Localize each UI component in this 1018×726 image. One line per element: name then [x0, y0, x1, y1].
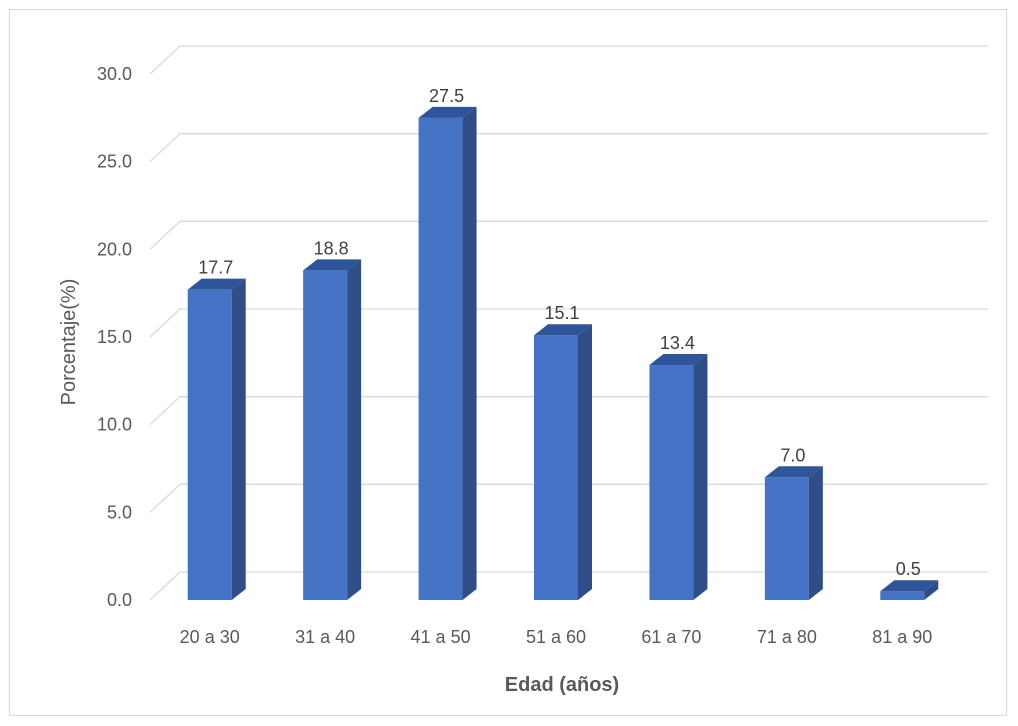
- bar-side: [578, 324, 592, 600]
- bar: [764, 466, 823, 600]
- y-tick-label: 30.0: [97, 64, 132, 84]
- bar-front: [764, 477, 809, 600]
- x-tick-label: 41 a 50: [411, 627, 471, 647]
- bar-top: [649, 354, 708, 366]
- data-labels: 17.7 18.8 27.5 15.1 13.4 7.0 0.5: [198, 86, 921, 579]
- data-label: 15.1: [544, 303, 579, 323]
- gridline: [149, 483, 988, 513]
- bar-side: [693, 354, 708, 600]
- bars: [187, 106, 939, 600]
- x-tick-label: 71 a 80: [757, 627, 817, 647]
- gridline: [149, 308, 988, 338]
- bar-top: [880, 580, 939, 592]
- y-tick-label: 10.0: [97, 415, 132, 435]
- bar-front: [187, 289, 232, 600]
- x-axis-ticks: 20 a 30 31 a 40 41 a 50 51 a 60 61 a 70 71 a …: [180, 627, 933, 647]
- bar: [303, 259, 362, 600]
- data-label: 7.0: [780, 445, 805, 465]
- bar-top: [187, 278, 246, 290]
- bar-front: [649, 365, 694, 600]
- gridline: [149, 220, 988, 250]
- data-label: 0.5: [896, 559, 921, 579]
- bar: [187, 278, 246, 600]
- gridline: [149, 45, 988, 75]
- x-axis-title: Edad (años): [505, 674, 619, 696]
- bar: [534, 324, 592, 600]
- x-tick-label: 20 a 30: [180, 627, 240, 647]
- bar-side: [347, 259, 362, 600]
- data-label: 18.8: [314, 238, 349, 258]
- bar: [418, 106, 477, 600]
- x-tick-label: 61 a 70: [641, 627, 701, 647]
- data-label: 17.7: [198, 258, 233, 278]
- x-tick-label: 81 a 90: [872, 627, 932, 647]
- x-tick-label: 51 a 60: [526, 627, 586, 647]
- y-tick-label: 15.0: [97, 327, 132, 347]
- x-tick-label: 31 a 40: [295, 627, 355, 647]
- y-axis-title: Porcentaje(%): [58, 279, 80, 406]
- bar-top: [534, 324, 592, 336]
- bar: [649, 354, 708, 600]
- y-tick-label: 25.0: [97, 152, 132, 172]
- gridlines: [149, 45, 988, 601]
- bar-front: [303, 270, 348, 600]
- data-label: 27.5: [429, 86, 464, 106]
- bar-top: [418, 106, 477, 118]
- bar-side: [231, 278, 246, 600]
- bar-side: [924, 580, 939, 600]
- bar-front: [880, 591, 925, 600]
- gridline: [149, 571, 988, 601]
- bar-side: [808, 466, 823, 600]
- gridline: [149, 396, 988, 426]
- bar-front: [534, 335, 578, 600]
- chart-frame: [9, 9, 1007, 716]
- y-tick-label: 5.0: [107, 502, 132, 522]
- y-tick-label: 20.0: [97, 239, 132, 259]
- y-axis-ticks: 0.0 5.0 10.0 15.0 20.0 25.0 30.0: [97, 64, 132, 610]
- gridline: [149, 133, 988, 163]
- bar-side: [462, 106, 477, 600]
- y-tick-label: 0.0: [107, 590, 132, 610]
- bar-top: [764, 466, 823, 478]
- bar-front: [418, 117, 463, 600]
- bar: [880, 580, 939, 600]
- bar-top: [303, 259, 362, 271]
- data-label: 13.4: [660, 333, 695, 353]
